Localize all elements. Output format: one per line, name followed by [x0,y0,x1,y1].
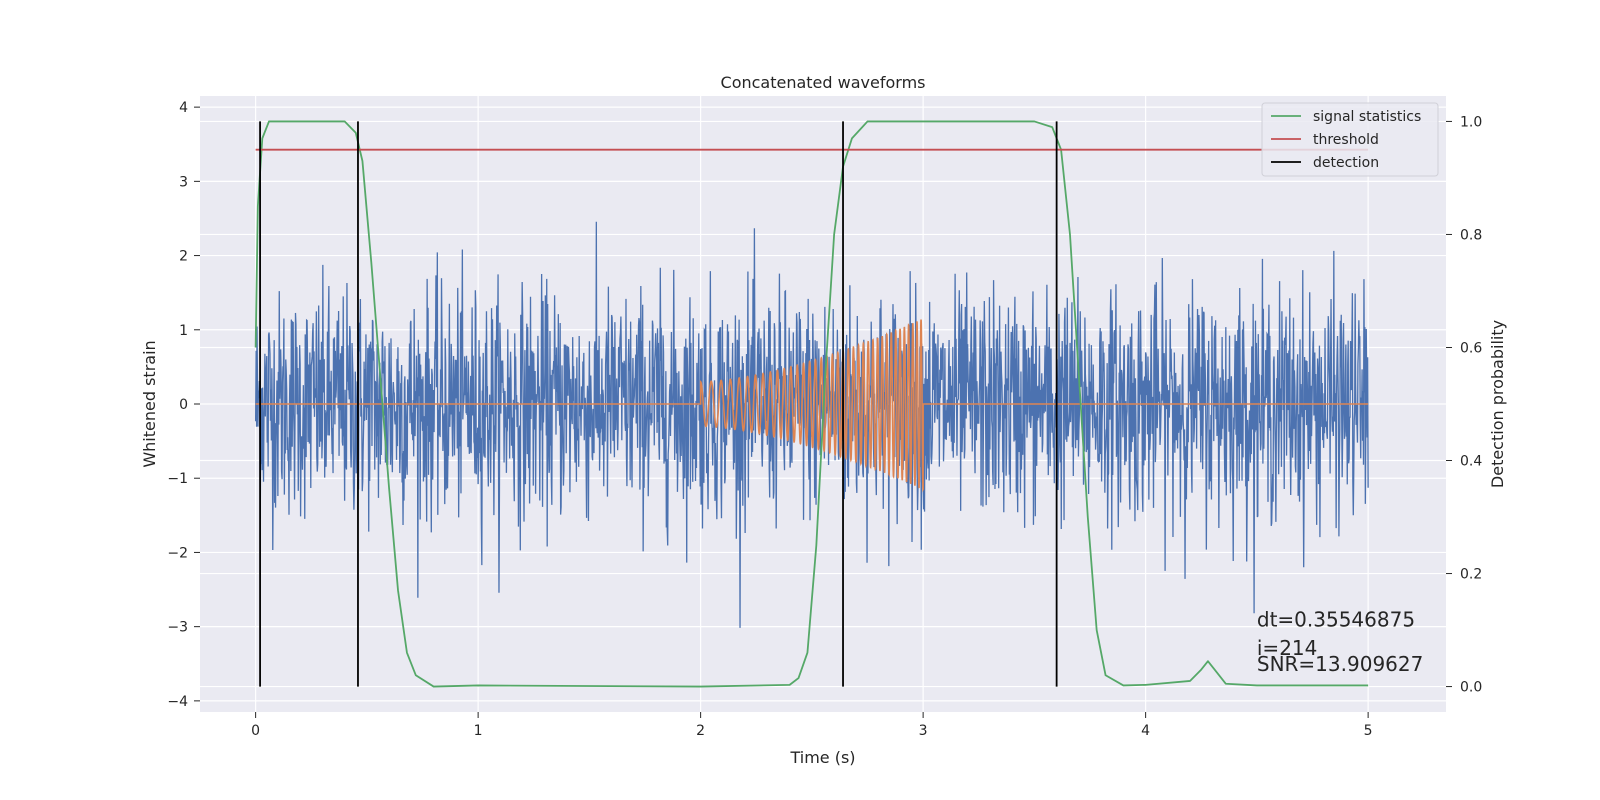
chart-title: Concatenated waveforms [721,73,926,92]
y2-tick-label: 0.6 [1460,340,1482,356]
y-tick-label: 0 [179,397,188,413]
x-tick-label: 3 [919,723,928,739]
legend-box [1261,102,1439,177]
y-tick-label: −4 [167,694,188,710]
y-tick-label: 4 [179,100,188,116]
x-tick-label: 4 [1141,723,1150,739]
y-axis-right: 0.0 0.2 0.4 0.6 0.8 1.0 [1446,114,1482,696]
legend: signal statistics threshold detection [1261,102,1439,177]
series-signal-statistics [254,120,1369,688]
x-axis: 0 1 2 3 4 5 [251,712,1373,739]
y2-tick-label: 0.8 [1460,227,1482,243]
legend-label-detection: detection [1313,155,1379,171]
y-tick-label: 3 [179,174,188,190]
y2-tick-label: 0.0 [1460,680,1482,696]
y-tick-label: −3 [167,620,188,636]
annotation-text: i=214 [1257,636,1318,660]
x-tick-label: 2 [696,723,705,739]
x-tick-label: 5 [1364,723,1373,739]
y2-tick-label: 1.0 [1460,114,1482,130]
x-axis-label: Time (s) [789,748,855,767]
y-tick-label: 2 [179,249,188,265]
chirp-series [255,319,1369,493]
plot-area [254,120,1369,688]
x-tick-label: 1 [474,723,483,739]
y-tick-label: 1 [179,323,188,339]
y-axis-left: −4 −3 −2 −1 0 1 2 3 4 [167,100,200,710]
annotation-text: dt=0.35546875 [1257,608,1415,632]
y2-tick-label: 0.4 [1460,454,1482,470]
y-axis-right-label: Detection probability [1488,320,1507,488]
y2-tick-label: 0.2 [1460,567,1482,583]
y-axis-label: Whitened strain [140,340,159,467]
y-tick-label: −2 [167,545,188,561]
legend-label-threshold: threshold [1313,132,1379,148]
y-tick-label: −1 [167,471,188,487]
x-tick-label: 0 [251,723,260,739]
annotation-text: SNR=13.909627 [1257,652,1423,676]
legend-label-signal-statistics: signal statistics [1313,109,1421,125]
